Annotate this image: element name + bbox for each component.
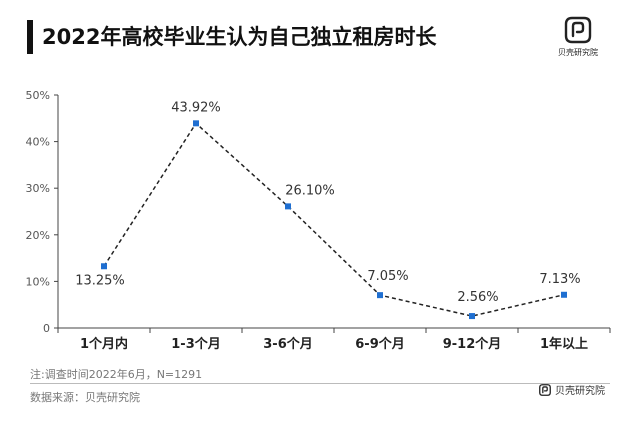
chart-title: 2022年高校毕业生认为自己独立租房时长 (42, 25, 437, 49)
y-tick-label: 30% (26, 182, 50, 195)
x-tick-label: 9-12个月 (443, 336, 502, 352)
footer-logo-text: 贝壳研究院 (555, 386, 605, 397)
x-tick-label: 3-6个月 (263, 336, 313, 352)
data-label: 13.25% (75, 273, 125, 288)
data-label: 7.05% (367, 269, 408, 284)
shell-logo-small-icon (539, 383, 551, 396)
data-source: 数据来源：贝壳研究院 (30, 391, 140, 404)
data-labels: 13.25% 43.92% 26.10% 7.05% 2.56% 7.13% (75, 100, 580, 305)
shell-logo-icon (564, 16, 592, 44)
data-point (193, 120, 199, 127)
chart-axes (57, 95, 610, 329)
data-point (469, 313, 475, 320)
title-accent-bar (27, 20, 33, 54)
y-tick-label: 50% (26, 89, 50, 102)
brand-logo-text: 贝壳研究院 (558, 48, 598, 57)
data-label: 7.13% (539, 272, 580, 287)
x-tick-label: 1个月内 (80, 336, 128, 352)
y-tick-label: 40% (26, 136, 50, 149)
y-tick-label: 10% (26, 275, 50, 288)
y-tick-label: 0 (43, 322, 50, 335)
x-tick-label: 1-3个月 (171, 336, 221, 352)
data-point (285, 203, 291, 210)
data-point (377, 292, 383, 299)
data-point (561, 291, 567, 298)
chart-series (101, 120, 567, 320)
x-tick-label: 1年以上 (540, 336, 588, 352)
series-line (103, 122, 565, 317)
data-point (101, 263, 107, 270)
x-tick-label: 6-9个月 (355, 336, 405, 352)
y-axis-ticks: 0 10% 20% 30% 40% 50% (26, 89, 58, 335)
survey-note: 注:调查时间2022年6月，N=1291 (30, 368, 203, 381)
brand-logo: 贝壳研究院 (548, 14, 608, 62)
x-axis-ticks: 1个月内 1-3个月 3-6个月 6-9个月 9-12个月 1年以上 (57, 328, 611, 352)
footer-logo: 贝壳研究院 (538, 382, 605, 397)
data-label: 26.10% (285, 183, 335, 198)
data-label: 43.92% (171, 100, 221, 115)
y-tick-label: 20% (26, 229, 50, 242)
data-label: 2.56% (457, 290, 498, 305)
footer-divider (30, 383, 610, 384)
